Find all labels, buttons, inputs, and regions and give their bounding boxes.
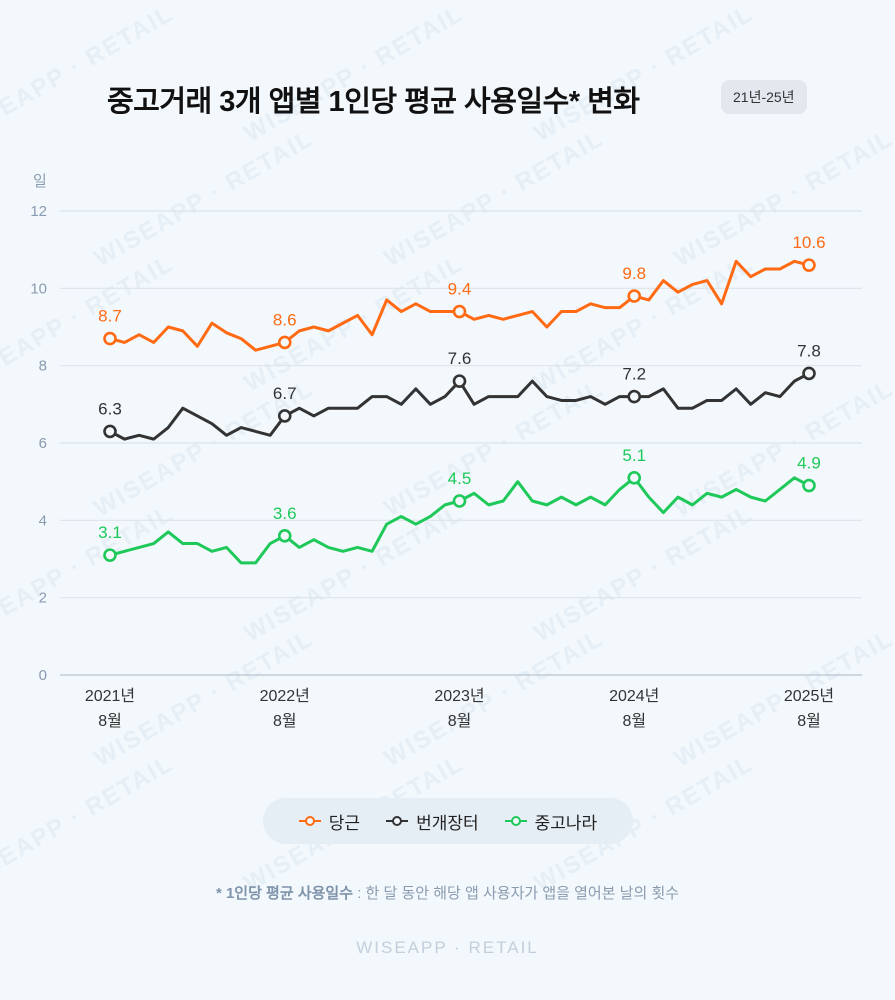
x-tick-year: 2021년	[85, 687, 135, 705]
x-tick-month: 8월	[273, 712, 297, 730]
legend-label: 당근	[328, 813, 361, 833]
y-tick-label: 6	[39, 435, 47, 452]
x-tick-year: 2023년	[434, 687, 484, 705]
data-point-marker	[627, 470, 642, 485]
data-label: 9.8	[622, 264, 646, 283]
y-tick-label: 10	[30, 280, 47, 297]
x-tick-year: 2025년	[784, 687, 834, 705]
brand-logo: WISEAPP · RETAIL	[356, 938, 539, 957]
y-axis-label: 일	[33, 173, 47, 190]
y-tick-label: 2	[39, 590, 47, 607]
data-label: 6.3	[98, 399, 122, 418]
data-label: 8.7	[98, 307, 122, 326]
data-point-marker	[103, 331, 117, 346]
y-tick-label: 8	[39, 358, 47, 375]
legend-item-joonggonara[interactable]: 중고나라	[504, 809, 598, 834]
data-label: 5.1	[622, 446, 646, 465]
data-point-marker	[627, 289, 642, 303]
legend-label: 번개장터	[416, 813, 479, 833]
data-label: 7.6	[448, 349, 472, 368]
footnote: * 1인당 평균 사용일수 : 한 달 동안 해당 앱 사용자가 앱을 열어본 …	[0, 882, 895, 903]
x-tick-month: 8월	[448, 712, 472, 730]
data-label: 9.4	[448, 280, 472, 299]
x-tick-year: 2024년	[609, 687, 659, 705]
data-point-marker	[627, 389, 642, 404]
x-tick-year: 2022년	[260, 687, 310, 705]
data-label: 7.8	[797, 341, 821, 360]
legend-item-bunjang[interactable]: 번개장터	[386, 809, 479, 834]
watermark-text: WISEAPP · RETAIL	[0, 749, 179, 898]
legend-marker-icon	[298, 816, 321, 826]
legend-marker-icon	[504, 816, 527, 826]
data-point-marker	[277, 335, 292, 350]
data-label: 8.6	[273, 310, 297, 329]
data-point-marker	[802, 258, 816, 272]
data-point-marker	[802, 478, 816, 493]
data-label: 3.6	[273, 504, 297, 523]
legend-marker-icon	[386, 816, 409, 826]
x-tick-month: 8월	[98, 712, 122, 730]
data-label: 7.2	[622, 365, 646, 384]
data-point-marker	[103, 548, 117, 562]
data-point-marker	[452, 494, 467, 508]
data-point-marker	[452, 374, 467, 388]
y-tick-label: 4	[39, 512, 47, 529]
data-label: 10.6	[792, 233, 825, 252]
legend-label: 중고나라	[534, 813, 598, 833]
legend: 당근 번개장터 중고나라	[263, 798, 633, 844]
period-badge: 21년-25년	[721, 80, 807, 114]
x-tick-month: 8월	[622, 712, 646, 730]
data-point-marker	[277, 528, 292, 543]
legend-item-daangn[interactable]: 당근	[298, 809, 361, 834]
line-chart: 일 0 2 4 6 8 10 12 2021년 8월 2022년 8월 2023년 8월 2024년 8월 20…	[30, 173, 862, 730]
data-label: 6.7	[273, 384, 297, 403]
y-tick-label: 0	[39, 667, 47, 684]
footnote-desc: : 한 달 동안 해당 앱 사용자가 앱을 열어본 날의 횟수	[353, 885, 680, 902]
data-point-marker	[103, 424, 117, 439]
y-tick-label: 12	[30, 203, 47, 220]
data-label: 4.5	[448, 469, 472, 488]
x-tick-month: 8월	[797, 712, 821, 730]
data-label: 4.9	[797, 454, 821, 473]
data-point-marker	[802, 366, 816, 381]
data-point-marker	[277, 409, 292, 423]
data-point-marker	[452, 304, 467, 319]
footnote-term: * 1인당 평균 사용일수	[215, 885, 354, 902]
data-label: 3.1	[98, 523, 122, 542]
chart-title: 중고거래 3개 앱별 1인당 평균 사용일수* 변화	[107, 86, 640, 118]
